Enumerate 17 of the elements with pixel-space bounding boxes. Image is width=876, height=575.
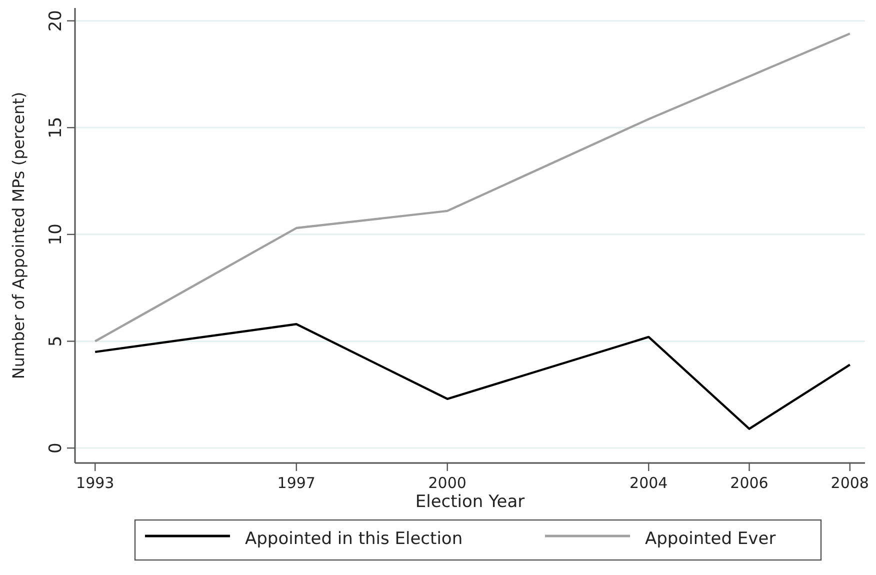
x-tick-label: 1997 xyxy=(277,474,316,492)
x-tick-label: 2000 xyxy=(428,474,466,492)
y-tick-label: 15 xyxy=(46,116,66,138)
line-series xyxy=(94,32,852,342)
x-tick-label: 2008 xyxy=(830,474,869,492)
y-tick-label: 0 xyxy=(46,442,66,454)
x-tick-label: 2006 xyxy=(730,474,768,492)
legend-label: Appointed Ever xyxy=(645,529,776,549)
x-tick-label: 2004 xyxy=(630,474,668,492)
legend-label: Appointed in this Election xyxy=(245,529,463,549)
y-axis-title: Number of Appointed MPs (percent) xyxy=(9,92,28,380)
y-tick-label: 5 xyxy=(46,336,66,347)
line-series xyxy=(94,323,852,430)
y-tick-label: 10 xyxy=(46,224,66,246)
y-tick-label: 20 xyxy=(46,10,66,32)
x-tick-label: 1993 xyxy=(76,474,114,492)
x-axis-title: Election Year xyxy=(415,492,525,512)
